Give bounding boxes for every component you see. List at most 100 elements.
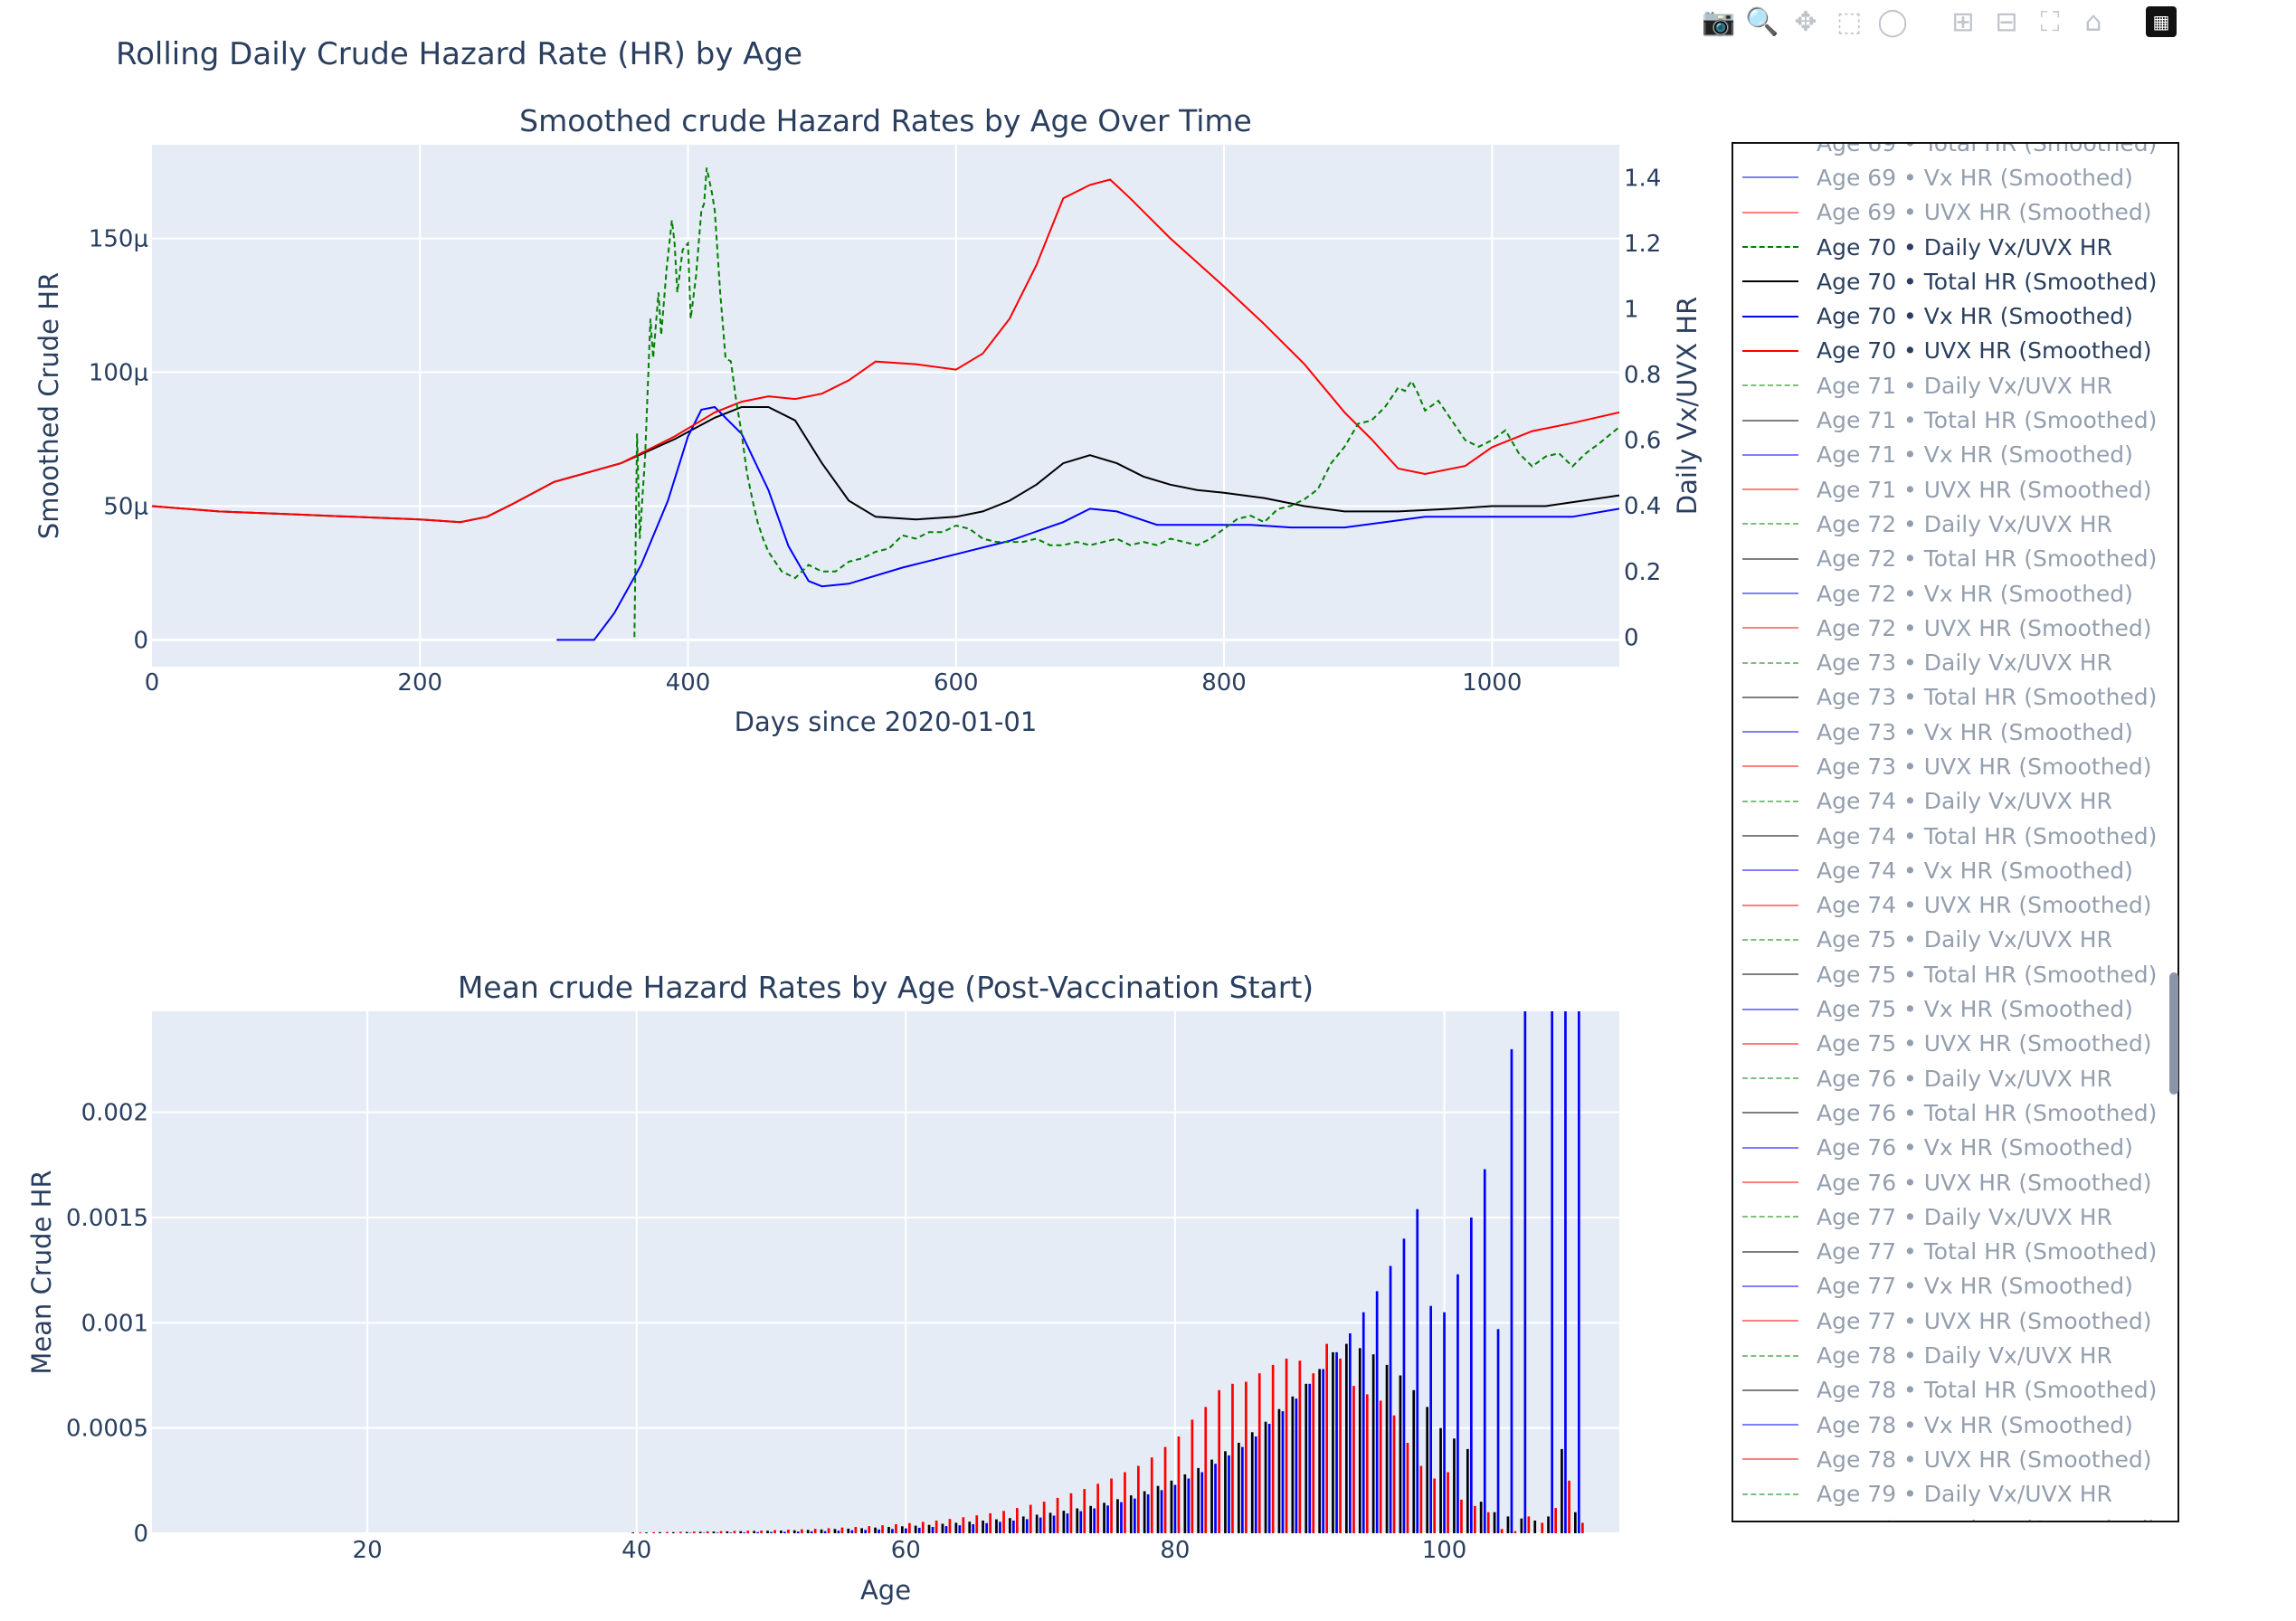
bar [1103, 1503, 1105, 1533]
bar [787, 1530, 790, 1533]
reset-axes-icon[interactable]: ⌂ [2084, 5, 2102, 38]
legend-item[interactable]: Age 76 • UVX HR (Smoothed) [1733, 1165, 2177, 1199]
x-tick-label: 60 [891, 1537, 921, 1564]
legend-item[interactable]: Age 70 • UVX HR (Smoothed) [1733, 334, 2177, 368]
legend-item-label: Age 72 • Daily Vx/UVX HR [1817, 510, 2112, 537]
camera-icon[interactable]: 📷 [1702, 5, 1736, 38]
bar [1187, 1478, 1191, 1533]
bar [1146, 1494, 1150, 1533]
y2-tick-label: 0.6 [1624, 428, 1661, 455]
legend-item[interactable]: Age 73 • Total HR (Smoothed) [1733, 680, 2177, 715]
legend-item[interactable]: Age 72 • Total HR (Smoothed) [1733, 542, 2177, 576]
bar [931, 1527, 935, 1533]
legend-swatch [1742, 523, 1798, 526]
bar [1183, 1474, 1187, 1533]
bar [1551, 1011, 1553, 1533]
bar [1527, 1516, 1531, 1533]
legend-item-label: Age 79 • Daily Vx/UVX HR [1817, 1481, 2112, 1508]
y2-tick-label: 0.8 [1624, 362, 1661, 389]
bar [712, 1531, 716, 1533]
bar [1479, 1502, 1483, 1533]
legend-item[interactable]: Age 75 • Daily Vx/UVX HR [1733, 923, 2177, 957]
legend-item[interactable]: Age 78 • Vx HR (Smoothed) [1733, 1408, 2177, 1442]
bar [1352, 1386, 1355, 1533]
zoom-icon[interactable]: 🔍 [1745, 5, 1779, 38]
legend-item[interactable]: Age 71 • Vx HR (Smoothed) [1733, 438, 2177, 472]
bar [985, 1522, 988, 1533]
bar [719, 1531, 723, 1533]
bar [801, 1529, 803, 1533]
zoom-out-icon[interactable]: ⊟ [1995, 5, 2018, 38]
legend-item[interactable]: Age 77 • UVX HR (Smoothed) [1733, 1303, 2177, 1338]
legend-item[interactable]: Age 70 • Daily Vx/UVX HR [1733, 230, 2177, 264]
legend-item[interactable]: Age 71 • UVX HR (Smoothed) [1733, 472, 2177, 507]
bar [854, 1527, 858, 1533]
pan-icon[interactable]: ✥ [1794, 5, 1817, 38]
legend-item[interactable]: Age 69 • UVX HR (Smoothed) [1733, 195, 2177, 230]
legend-item[interactable]: Age 70 • Total HR (Smoothed) [1733, 264, 2177, 299]
legend-swatch [1742, 419, 1798, 422]
bar [1574, 1512, 1577, 1533]
y2-tick-label: 1.2 [1624, 231, 1661, 258]
legend-item[interactable]: Age 78 • Total HR (Smoothed) [1733, 1373, 2177, 1408]
bar [1332, 1351, 1334, 1533]
legend-item[interactable]: Age 71 • Total HR (Smoothed) [1733, 403, 2177, 437]
bar [860, 1528, 863, 1533]
bar [1069, 1493, 1073, 1533]
x-tick-label: 200 [397, 669, 442, 697]
legend-item[interactable]: Age 79 • Total HR (Smoothed) [1733, 1512, 2177, 1521]
bar [1241, 1446, 1244, 1533]
legend-item[interactable]: Age 74 • Total HR (Smoothed) [1733, 819, 2177, 853]
zoom-in-icon[interactable]: ⊞ [1951, 5, 1975, 38]
x-tick-label: 100 [1422, 1537, 1467, 1564]
legend-item[interactable]: Age 75 • Total HR (Smoothed) [1733, 957, 2177, 991]
legend-item[interactable]: Age 72 • Daily Vx/UVX HR [1733, 507, 2177, 541]
series-line [633, 167, 1620, 638]
legend-item[interactable]: Age 78 • Daily Vx/UVX HR [1733, 1338, 2177, 1372]
legend-scrollbar[interactable] [2169, 972, 2178, 1095]
legend-item[interactable]: Age 73 • Daily Vx/UVX HR [1733, 645, 2177, 679]
legend-item[interactable]: Age 77 • Vx HR (Smoothed) [1733, 1269, 2177, 1303]
legend-item[interactable]: Age 69 • Vx HR (Smoothed) [1733, 160, 2177, 194]
legend-item[interactable]: Age 78 • UVX HR (Smoothed) [1733, 1442, 2177, 1476]
bar [982, 1521, 984, 1533]
legend-item[interactable]: Age 79 • Daily Vx/UVX HR [1733, 1477, 2177, 1512]
box-select-icon[interactable]: ⬚ [1836, 5, 1863, 38]
legend-item-label: Age 69 • UVX HR (Smoothed) [1817, 199, 2152, 226]
legend-item[interactable]: Age 74 • Daily Vx/UVX HR [1733, 784, 2177, 819]
legend-item[interactable]: Age 76 • Vx HR (Smoothed) [1733, 1131, 2177, 1165]
legend-item[interactable]: Age 71 • Daily Vx/UVX HR [1733, 368, 2177, 403]
legend-item[interactable]: Age 73 • UVX HR (Smoothed) [1733, 749, 2177, 783]
legend-swatch [1742, 869, 1798, 872]
autoscale-icon[interactable]: ⛶ [2040, 5, 2060, 38]
legend-item[interactable]: Age 76 • Total HR (Smoothed) [1733, 1095, 2177, 1130]
legend-swatch [1742, 627, 1798, 630]
plotly-logo-icon[interactable]: ▦ [2146, 6, 2177, 37]
legend-panel[interactable]: Age 69 • Total HR (Smoothed) Age 69 • Vx … [1731, 142, 2179, 1522]
legend-item-label: Age 75 • Total HR (Smoothed) [1817, 961, 2158, 988]
y-tick-label: 0 [133, 1521, 148, 1548]
legend-item[interactable]: Age 75 • Vx HR (Smoothed) [1733, 991, 2177, 1026]
legend-item[interactable]: Age 69 • Total HR (Smoothed) [1733, 144, 2177, 160]
legend-item[interactable]: Age 74 • UVX HR (Smoothed) [1733, 888, 2177, 923]
legend-item-label: Age 72 • Vx HR (Smoothed) [1817, 580, 2133, 607]
x-tick-label: 20 [353, 1537, 383, 1564]
x-tick-label: 40 [621, 1537, 651, 1564]
legend-item[interactable]: Age 75 • UVX HR (Smoothed) [1733, 1027, 2177, 1061]
bar [806, 1530, 810, 1533]
legend-item[interactable]: Age 77 • Daily Vx/UVX HR [1733, 1199, 2177, 1234]
bar [941, 1523, 944, 1533]
legend-item[interactable]: Age 74 • Vx HR (Smoothed) [1733, 853, 2177, 887]
bar [927, 1524, 931, 1533]
bar [780, 1531, 783, 1533]
legend-item[interactable]: Age 72 • Vx HR (Smoothed) [1733, 576, 2177, 611]
lasso-icon[interactable]: ◯ [1877, 5, 1908, 38]
legend-item[interactable]: Age 73 • Vx HR (Smoothed) [1733, 715, 2177, 749]
legend-item[interactable]: Age 77 • Total HR (Smoothed) [1733, 1235, 2177, 1269]
legend-item-label: Age 79 • Total HR (Smoothed) [1817, 1516, 2157, 1521]
legend-item[interactable]: Age 76 • Daily Vx/UVX HR [1733, 1061, 2177, 1095]
bar [1083, 1489, 1086, 1533]
legend-item[interactable]: Age 70 • Vx HR (Smoothed) [1733, 299, 2177, 333]
legend-item[interactable]: Age 72 • UVX HR (Smoothed) [1733, 611, 2177, 645]
legend-swatch [1742, 904, 1798, 906]
